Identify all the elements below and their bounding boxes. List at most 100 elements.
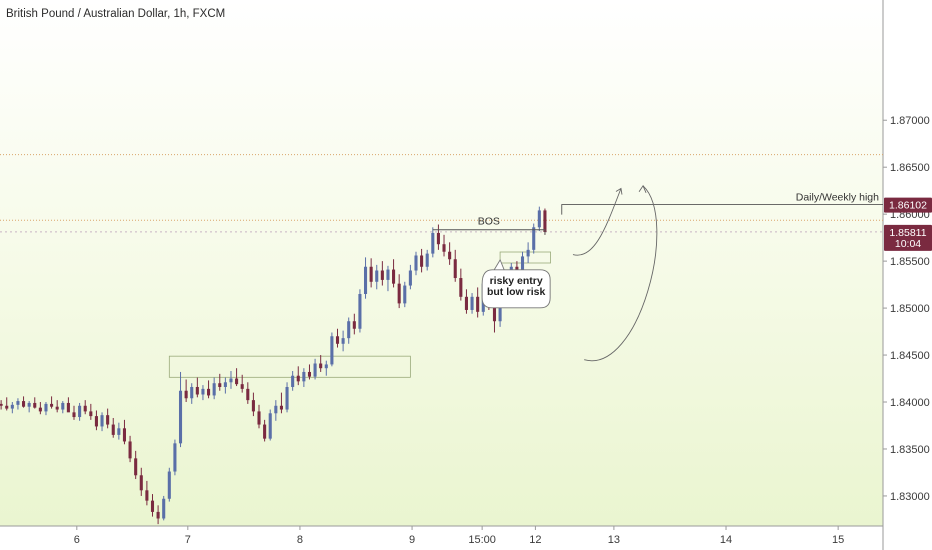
candle-body (117, 428, 121, 435)
arrowhead-short (615, 187, 623, 195)
projection-arrow-short (572, 188, 622, 256)
candle-body (420, 255, 424, 267)
chart-plot-area[interactable] (0, 0, 883, 526)
candle-body (162, 498, 166, 519)
candle-body (173, 443, 177, 472)
y-tick-label: 1.84000 (890, 397, 930, 409)
candle-body (363, 266, 368, 294)
candle-body (520, 256, 525, 275)
candle-body (442, 244, 446, 252)
candle-body (263, 424, 267, 439)
x-tick-label: 15 (832, 534, 844, 546)
x-tick-label: 8 (297, 534, 303, 546)
candle-body (464, 296, 468, 310)
candle-body (251, 400, 255, 412)
candle-body (375, 270, 379, 282)
candle-body (313, 363, 317, 377)
candle-body (492, 304, 497, 322)
candle-body (33, 402, 37, 408)
candle-body (44, 403, 48, 412)
candle-body (274, 405, 278, 414)
x-tick-label: 14 (720, 534, 732, 546)
candle-body (223, 382, 227, 387)
candle-body (22, 401, 26, 407)
candle-body (369, 266, 373, 282)
price-label-box (884, 197, 932, 213)
candle-body (285, 386, 289, 410)
candle-body (403, 285, 407, 304)
candle-body (246, 388, 250, 401)
candle-body (150, 500, 155, 512)
candle-body (128, 441, 132, 459)
candle-body (100, 415, 104, 427)
candle-body (122, 428, 127, 442)
candle-body (55, 406, 59, 410)
candle-body (453, 259, 457, 279)
candle-body (139, 475, 143, 491)
candle-body (526, 249, 530, 257)
candle-body (190, 386, 194, 399)
y-tick-label: 1.87000 (890, 115, 930, 127)
candle-body (476, 296, 480, 312)
candle-body (201, 388, 205, 395)
callout-line-1: risky entry (490, 275, 543, 287)
candle-body (240, 384, 244, 389)
callout-line-2: but low risk (487, 286, 546, 298)
candle-body (257, 411, 261, 425)
candle-body (27, 402, 31, 407)
candle-body (83, 405, 87, 412)
price-label-box (884, 224, 932, 251)
candle-body (296, 375, 300, 382)
candle-body (470, 296, 474, 310)
bos-line (432, 229, 546, 235)
candle-body (341, 338, 345, 344)
candle-body (498, 302, 502, 322)
candle-body (324, 364, 328, 369)
entry-zone (499, 251, 551, 264)
candle-body (178, 390, 183, 444)
candle-body (207, 388, 211, 396)
candle-body (408, 270, 412, 286)
x-tick-label: 6 (74, 534, 80, 546)
candle-body (218, 383, 222, 387)
price-label-countdown: 10:04 (895, 238, 921, 250)
candle-body (431, 232, 435, 254)
candle-body (106, 415, 110, 425)
candle-body (358, 293, 362, 329)
candle-body (414, 255, 418, 271)
callout-bubble (481, 258, 551, 309)
candle-body (61, 402, 65, 410)
candle-body (66, 402, 70, 413)
candle-body (319, 363, 323, 369)
daily-weekly-high-line (561, 204, 883, 215)
y-tick-label: 1.85000 (890, 303, 930, 315)
candle-body (78, 405, 82, 418)
y-tick-label: 1.85500 (890, 256, 930, 268)
demand-zone (168, 355, 411, 378)
candle-body (291, 375, 295, 387)
y-tick-label: 1.86500 (890, 162, 930, 174)
chart-title: British Pound / Australian Dollar, 1h, F… (6, 8, 226, 20)
candle-body (235, 378, 239, 385)
candle-body (145, 490, 149, 501)
candle-body (543, 210, 547, 233)
candle-body (167, 471, 171, 499)
price-label-value: 1.86102 (889, 200, 927, 212)
candle-body (380, 270, 384, 280)
daily-weekly-high-label: Daily/Weekly high (796, 192, 879, 204)
candle-body (50, 403, 54, 407)
candle-body (0, 403, 3, 406)
candle-body (448, 251, 452, 260)
candle-body (111, 424, 115, 435)
candle-body (38, 407, 42, 412)
x-tick-label: 9 (409, 534, 415, 546)
candle-body (134, 458, 138, 476)
candle-body (16, 401, 20, 405)
candle-body (537, 210, 541, 228)
candle-body (10, 404, 14, 409)
candle-body (156, 511, 160, 519)
candle-body (386, 269, 390, 280)
candle-body (335, 336, 340, 344)
candle-body (330, 336, 334, 365)
